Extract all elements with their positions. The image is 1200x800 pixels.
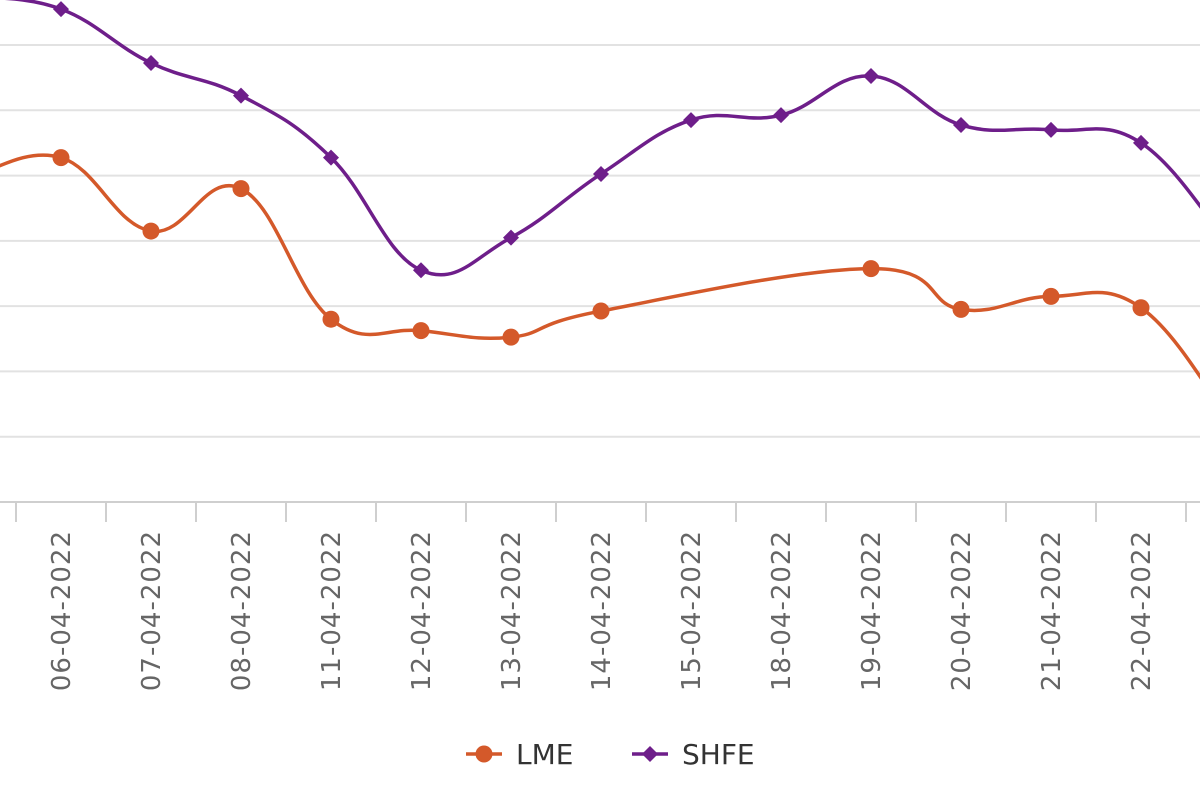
data-point-shfe[interactable]: [323, 149, 339, 166]
x-tick-label: 20-04-2022: [947, 530, 977, 691]
data-point-lme[interactable]: [412, 322, 430, 340]
x-tick-label: 06-04-2022: [47, 530, 77, 691]
x-tick-label: 12-04-2022: [407, 530, 437, 691]
data-point-shfe[interactable]: [1133, 134, 1149, 151]
data-point-shfe[interactable]: [413, 262, 429, 279]
data-point-lme[interactable]: [502, 328, 520, 346]
legend-marker-icon: [642, 746, 658, 762]
data-point-lme[interactable]: [52, 149, 70, 167]
x-tick-label: 13-04-2022: [497, 530, 527, 691]
data-point-shfe[interactable]: [503, 229, 519, 246]
legend[interactable]: LME SHFE: [466, 738, 755, 771]
data-point-lme[interactable]: [142, 222, 160, 240]
legend-label: LME: [516, 738, 573, 771]
legend-marker-icon: [475, 745, 493, 763]
data-point-shfe[interactable]: [143, 54, 159, 71]
x-axis-tick-labels: 06-04-2022 07-04-2022 08-04-2022 11-04-2022…: [47, 530, 1157, 691]
x-tick-label: 18-04-2022: [767, 530, 797, 691]
data-point-shfe[interactable]: [593, 165, 609, 182]
series-lme: [0, 149, 1200, 380]
series-line-shfe: [5, 0, 1200, 277]
series-line-lme: [0, 153, 1200, 380]
data-point-shfe[interactable]: [53, 1, 69, 18]
data-point-lme[interactable]: [232, 180, 250, 198]
legend-item-lme[interactable]: LME: [466, 738, 573, 771]
legend-item-shfe[interactable]: SHFE: [632, 738, 755, 771]
data-point-shfe[interactable]: [863, 68, 879, 85]
x-tick-label: 11-04-2022: [317, 530, 347, 691]
x-tick-label: 22-04-2022: [1127, 530, 1157, 691]
data-point-shfe[interactable]: [773, 107, 789, 124]
x-tick-label: 21-04-2022: [1037, 530, 1067, 691]
legend-label: SHFE: [682, 738, 755, 771]
data-point-lme[interactable]: [862, 260, 880, 278]
data-point-shfe[interactable]: [233, 87, 249, 104]
x-tick-label: 19-04-2022: [857, 530, 887, 691]
series-layer: [0, 0, 1200, 380]
data-point-shfe[interactable]: [1043, 121, 1059, 138]
data-point-shfe[interactable]: [953, 116, 969, 133]
data-point-lme[interactable]: [952, 300, 970, 318]
data-point-lme[interactable]: [322, 310, 340, 328]
series-shfe: [5, 0, 1200, 279]
data-point-lme[interactable]: [1042, 287, 1060, 305]
x-tick-label: 14-04-2022: [587, 530, 617, 691]
data-point-lme[interactable]: [1132, 299, 1150, 317]
x-axis-ticks: [15, 502, 1187, 522]
data-point-lme[interactable]: [592, 302, 610, 320]
data-point-shfe[interactable]: [683, 112, 699, 129]
x-tick-label: 08-04-2022: [227, 530, 257, 691]
x-tick-label: 07-04-2022: [137, 530, 167, 691]
grid-lines: [0, 44, 1200, 438]
x-tick-label: 15-04-2022: [677, 530, 707, 691]
